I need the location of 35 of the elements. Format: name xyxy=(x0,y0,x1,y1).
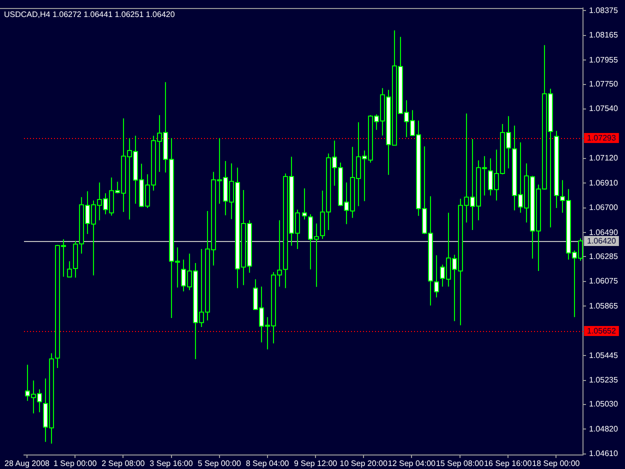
x-tick-label: 16 Sep 16:00 xyxy=(484,459,532,468)
y-tick-label: 1.07955 xyxy=(589,55,618,64)
y-tick-label: 1.06075 xyxy=(589,276,618,286)
y-tick-label: 1.08375 xyxy=(589,6,618,15)
y-tick-label: 1.04610 xyxy=(589,449,618,458)
y-tick-label: 1.05030 xyxy=(589,400,618,409)
x-tick-label: 10 Sep 20:00 xyxy=(340,459,388,468)
candlestick xyxy=(302,188,307,220)
x-tick-label: 18 Sep 00:00 xyxy=(532,459,580,468)
x-tick-label: 3 Sep 16:00 xyxy=(150,459,194,468)
y-tick-label: 1.06285 xyxy=(589,252,618,261)
y-tick-label: 1.08165 xyxy=(589,30,618,40)
x-tick-label: 1 Sep 00:00 xyxy=(54,459,98,468)
y-tick-label: 1.06490 xyxy=(589,228,618,237)
y-tick-label: 1.07750 xyxy=(589,80,618,88)
x-tick-label: 2 Sep 08:00 xyxy=(102,459,146,468)
ref-line-label: 1.07293 xyxy=(587,134,616,143)
y-tick-label: 1.06910 xyxy=(589,178,618,188)
y-tick-label: 1.05865 xyxy=(589,301,618,310)
y-tick-label: 1.05445 xyxy=(589,350,618,360)
y-tick-label: 1.05235 xyxy=(589,375,618,384)
y-tick-label: 1.07120 xyxy=(589,154,618,163)
ref-line-label: 1.05652 xyxy=(587,326,616,336)
x-tick-label: 8 Sep 04:00 xyxy=(246,459,290,468)
y-tick-label: 1.06700 xyxy=(589,203,618,212)
x-tick-label: 5 Sep 00:00 xyxy=(198,459,242,468)
candlestick xyxy=(434,254,439,298)
x-tick-label: 28 Aug 2008 xyxy=(4,459,50,468)
ref-line-label: 1.06420 xyxy=(587,236,616,246)
chart-title: USDCAD,H4 1.06272 1.06441 1.06251 1.06420 xyxy=(4,10,176,20)
x-tick-label: 12 Sep 04:00 xyxy=(388,459,436,468)
x-tick-label: 9 Sep 12:00 xyxy=(294,459,338,468)
y-tick-label: 1.07540 xyxy=(589,104,618,114)
x-tick-label: 15 Sep 08:00 xyxy=(436,459,484,468)
y-tick-label: 1.04820 xyxy=(589,424,618,434)
